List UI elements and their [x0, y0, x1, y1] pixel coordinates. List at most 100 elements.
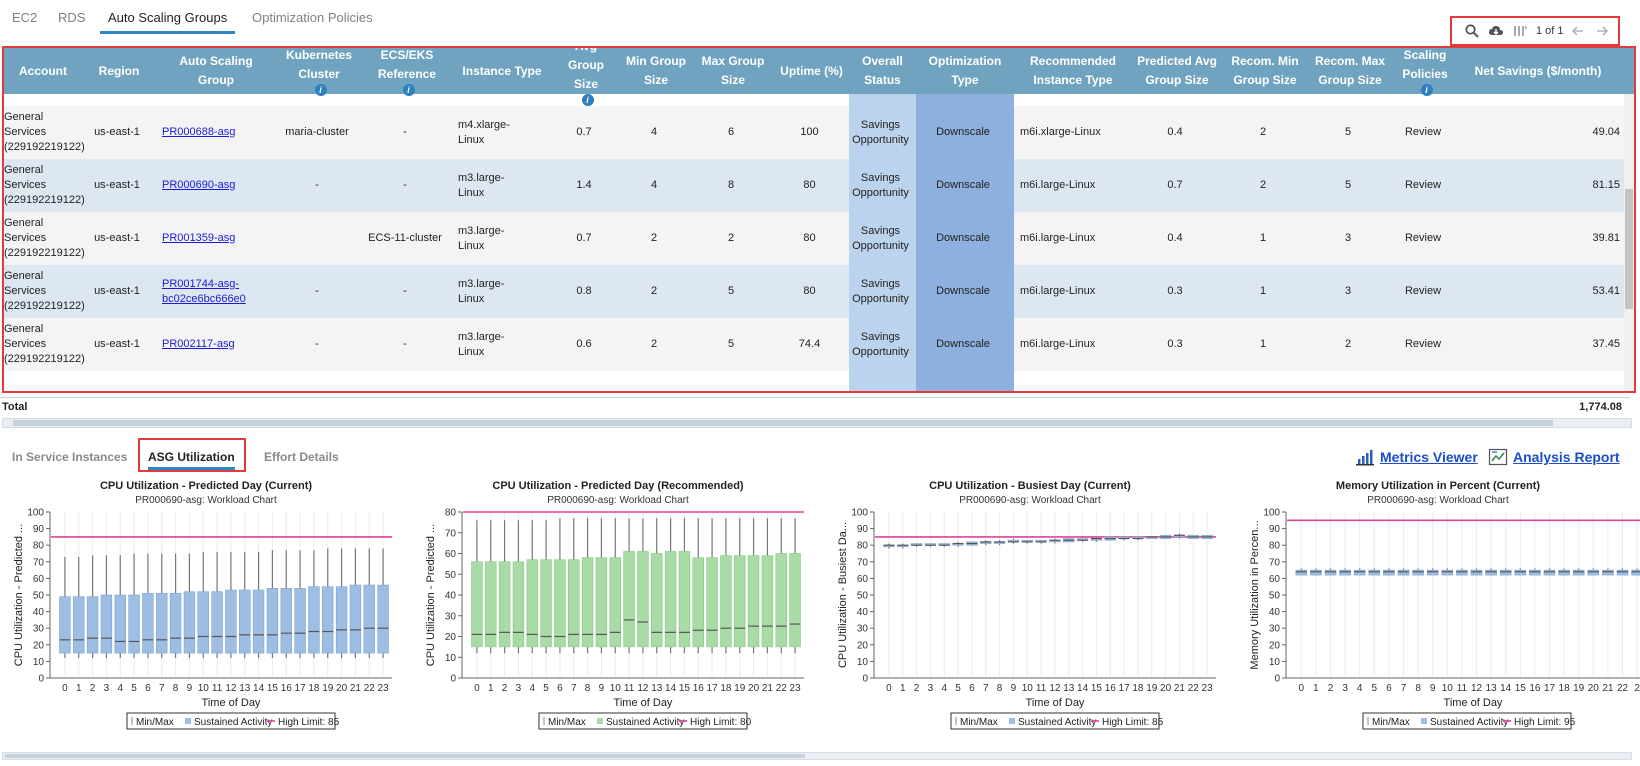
legend-limit-label: High Limit: 85 — [278, 717, 340, 728]
y-axis-label: Memory Utilization in Percen... — [1249, 520, 1261, 669]
metrics-viewer-link[interactable]: Metrics Viewer — [1380, 449, 1478, 465]
x-tick-label: 14 — [253, 683, 265, 694]
y-tick-label: 100 — [27, 508, 44, 519]
column-header-recommended-instance-type[interactable]: Recommended Instance Type — [1014, 48, 1132, 94]
y-tick-label: 40 — [445, 591, 457, 602]
x-tick-label: 21 — [1174, 683, 1186, 694]
cell-auto-scaling-group[interactable]: PR000688-asg — [156, 106, 276, 159]
column-header-account[interactable]: Account — [4, 48, 82, 94]
column-header-overall-status[interactable]: Overall Status — [849, 48, 916, 94]
column-header-region[interactable]: Region — [82, 48, 156, 94]
x-tick-label: 2 — [1328, 683, 1334, 694]
column-header-instance-type[interactable]: Instance Type — [452, 48, 552, 94]
column-header-recom-max-group-size[interactable]: Recom. Max Group Size — [1308, 48, 1392, 94]
cell-recommended-instance-type: m6i.large-Linux — [1014, 265, 1132, 318]
y-tick-label: 80 — [33, 541, 45, 552]
column-header-recom-min-group-size[interactable]: Recom. Min Group Size — [1222, 48, 1308, 94]
cell-optimization-type: Downscale — [916, 212, 1014, 265]
horizontal-scrollbar-thumb[interactable] — [13, 420, 1553, 426]
column-header-max-group-size[interactable]: Max Group Size — [692, 48, 774, 94]
info-icon[interactable]: i — [402, 84, 415, 96]
table-row[interactable]: General Services (229192219122) us-east-1… — [4, 159, 1624, 212]
column-header-optimization-type[interactable]: Optimization Type — [916, 48, 1014, 94]
analysis-report-link[interactable]: Analysis Report — [1513, 449, 1620, 465]
cell-auto-scaling-group[interactable]: PR001359-asg — [156, 212, 276, 265]
table-row[interactable]: General Services (229192219122) us-east-1… — [4, 318, 1624, 371]
column-header-uptime[interactable]: Uptime (%) — [774, 48, 849, 94]
column-header-auto-scaling-group[interactable]: Auto Scaling Group — [156, 48, 276, 94]
x-axis-label: Time of Day — [202, 697, 261, 709]
cell-min-group-size: 2 — [620, 318, 692, 371]
cell-region: us-east-1 — [82, 159, 156, 212]
bottom-scrollbar-thumb[interactable] — [5, 754, 805, 758]
x-axis-label: Time of Day — [1026, 697, 1085, 709]
tab-asg-utilization[interactable]: ASG Utilization — [148, 450, 235, 470]
asg-link[interactable]: PR000688-asg — [162, 126, 236, 138]
table-body: General Services (229192219122) us-east-1… — [4, 94, 1624, 391]
legend-sustained-swatch — [597, 718, 603, 724]
asg-link[interactable]: PR001744-asg-bc02ce6bc666e0 — [162, 277, 246, 305]
predicted-avg-group-size-value: 0.7 — [1167, 179, 1183, 191]
bottom-horizontal-scrollbar[interactable] — [2, 752, 1632, 760]
x-tick-label: 18 — [1559, 683, 1571, 694]
tab-effort-details[interactable]: Effort Details — [264, 450, 339, 464]
vertical-scrollbar[interactable] — [1624, 94, 1634, 391]
y-tick-label: 40 — [857, 607, 869, 618]
cell-auto-scaling-group[interactable]: PR001744-asg-bc02ce6bc666e0 — [156, 265, 276, 318]
column-header-kubernetes-cluster[interactable]: Kubernetes Cluster i — [276, 48, 362, 96]
table-row[interactable]: General Services (229192219122) us-east-1… — [4, 212, 1624, 265]
cell-avg-group-size: 0.7 — [552, 106, 620, 159]
account-value: General Services (229192219122) — [4, 270, 85, 312]
column-header-ecs-eks-reference[interactable]: ECS/EKS Reference i — [362, 48, 452, 96]
cell-auto-scaling-group[interactable]: PR000690-asg — [156, 159, 276, 212]
cell-overall-status: Savings Opportunity — [849, 212, 916, 265]
cell-auto-scaling-group[interactable]: PR002117-asg — [156, 318, 276, 371]
cell-net-savings: 81.15 — [1458, 159, 1624, 212]
tab-ec2[interactable]: EC2 — [12, 10, 38, 25]
cell-kubernetes-cluster: maria-cluster — [276, 106, 362, 159]
column-header-predicted-avg-group-size[interactable]: Predicted Avg Group Size — [1132, 48, 1222, 94]
info-icon[interactable]: i — [314, 84, 327, 96]
tab-in-service-instances[interactable]: In Service Instances — [12, 450, 128, 464]
table-row[interactable]: General Services (229192219122) us-east-1… — [4, 265, 1624, 318]
x-tick-label: 4 — [529, 683, 535, 694]
cell-account: General Services (229192219122) — [4, 212, 85, 265]
vertical-scrollbar-thumb[interactable] — [1625, 189, 1633, 309]
arrow-left-icon[interactable] — [1570, 23, 1586, 39]
horizontal-scrollbar[interactable] — [2, 418, 1632, 428]
column-header-net-savings[interactable]: Net Savings ($/month) — [1458, 48, 1618, 94]
tab-rds[interactable]: RDS — [58, 10, 86, 25]
info-icon[interactable]: i — [1420, 84, 1433, 96]
tab-optimization-policies[interactable]: Optimization Policies — [252, 10, 373, 25]
column-header-avg-group-size[interactable]: Avg Group Size i — [552, 48, 620, 106]
y-tick-label: 50 — [445, 570, 457, 581]
box — [225, 589, 237, 654]
cloud-download-icon[interactable] — [1488, 23, 1504, 39]
column-header-label: Optimization Type — [928, 54, 1002, 87]
asg-link[interactable]: PR001359-asg — [162, 232, 236, 244]
arrow-right-icon[interactable] — [1594, 23, 1610, 39]
columns-icon[interactable] — [1512, 23, 1528, 39]
x-tick-label: 4 — [117, 683, 123, 694]
table-row[interactable]: General Services (229192219122) us-east-1… — [4, 106, 1624, 159]
x-tick-label: 13 — [651, 683, 663, 694]
info-icon[interactable]: i — [581, 93, 594, 106]
asg-link[interactable]: PR000690-asg — [162, 179, 236, 191]
asg-link[interactable]: PR002117-asg — [162, 338, 235, 350]
box — [1397, 569, 1410, 576]
column-header-min-group-size[interactable]: Min Group Size — [620, 48, 692, 94]
tab-auto-scaling-groups[interactable]: Auto Scaling Groups — [100, 10, 236, 34]
cell-min-group-size: 2 — [620, 265, 692, 318]
chart-subtitle: PR000690-asg: Workload Chart — [959, 495, 1101, 506]
recom-min-group-size-value: 1 — [1259, 285, 1267, 297]
ecs-eks-reference-value: - — [403, 126, 407, 138]
legend-sustained-swatch — [1421, 718, 1427, 724]
search-icon[interactable] — [1464, 23, 1480, 39]
column-header-scaling-policies[interactable]: Scaling Policies i — [1392, 48, 1458, 96]
recom-min-group-size-value: 1 — [1259, 232, 1267, 244]
x-tick-label: 1 — [1313, 683, 1319, 694]
cell-ecs-eks-reference: - — [362, 265, 452, 318]
chart-title: CPU Utilization - Busiest Day (Current) — [929, 480, 1131, 492]
x-tick-label: 19 — [1146, 683, 1158, 694]
